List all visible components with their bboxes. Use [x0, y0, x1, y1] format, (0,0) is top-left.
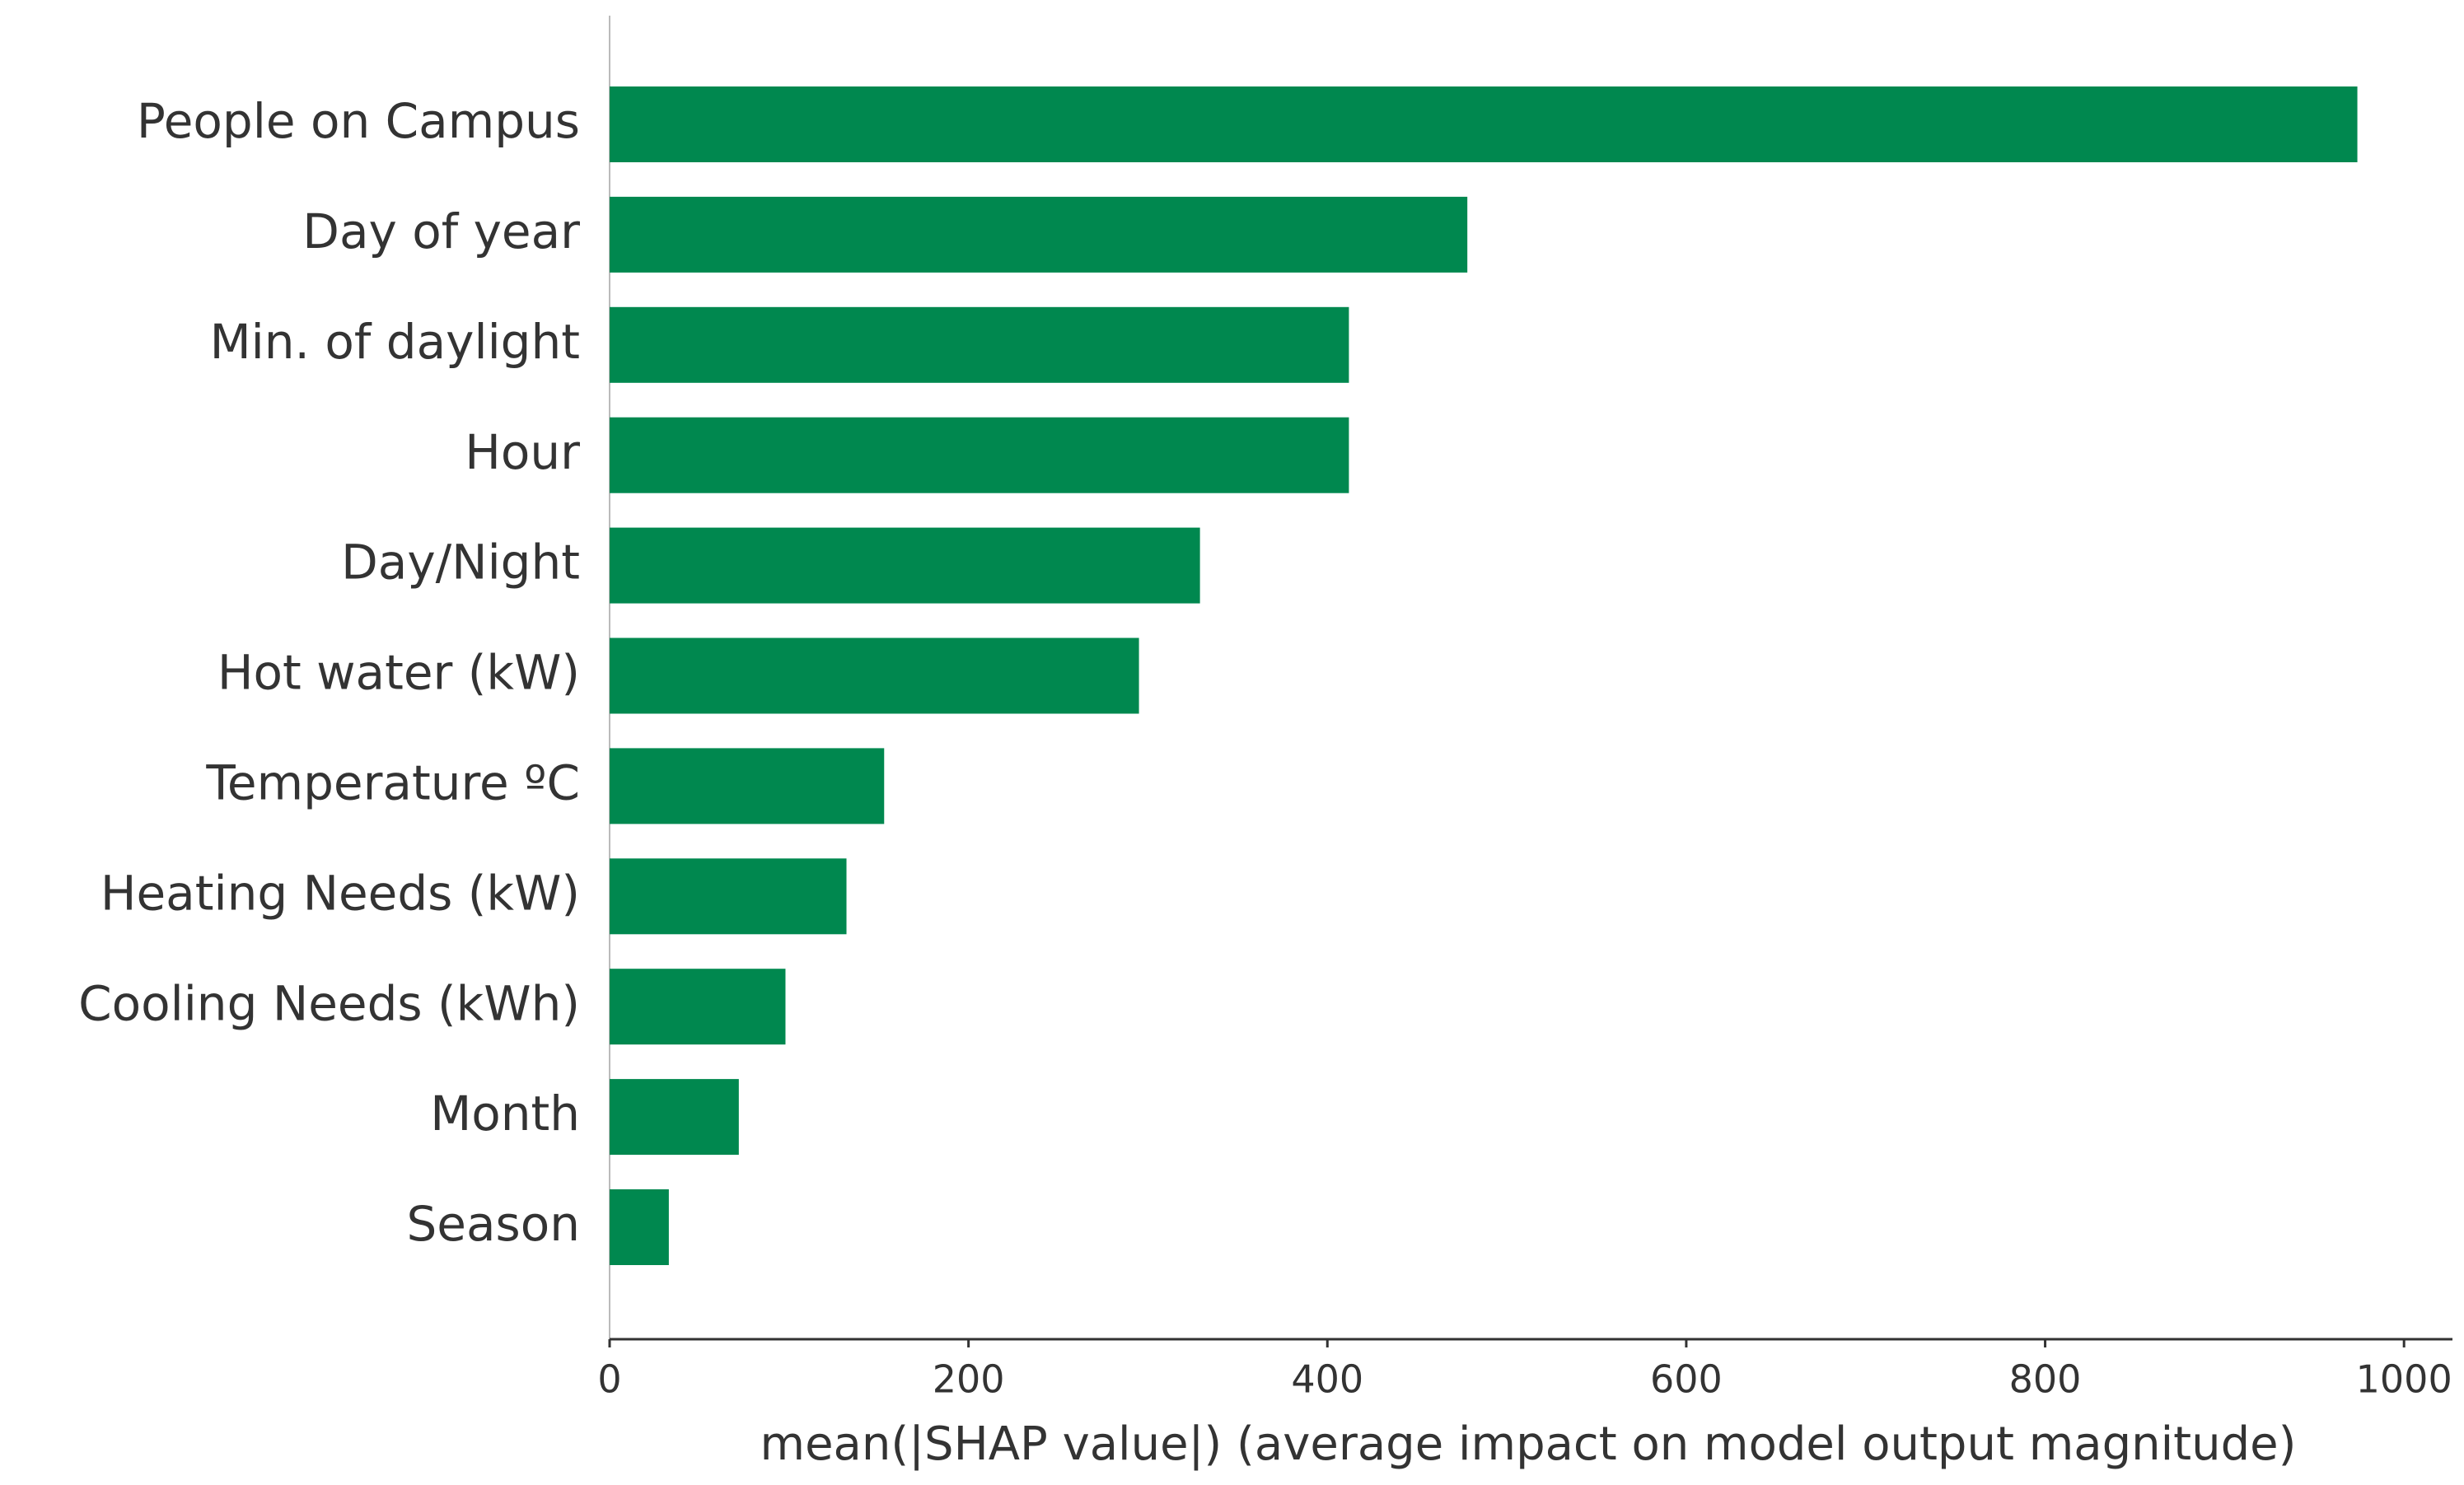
x-tick-label: 800 — [2009, 1357, 2082, 1402]
x-tick-label: 1000 — [2356, 1357, 2452, 1402]
y-tick-label: People on Campus — [137, 93, 580, 149]
bar — [610, 748, 885, 824]
y-tick-label: Day of year — [302, 203, 580, 259]
y-tick-label: Day/Night — [341, 535, 580, 591]
x-tick-label: 600 — [1650, 1357, 1723, 1402]
y-tick-label: Hot water (kW) — [217, 645, 580, 701]
x-tick-label: 400 — [1291, 1357, 1363, 1402]
y-tick-label: Season — [406, 1196, 580, 1252]
bar — [610, 527, 1200, 604]
bar — [610, 417, 1349, 493]
bar — [610, 858, 847, 935]
bar — [610, 969, 786, 1045]
bar — [610, 196, 1468, 273]
y-tick-label: Temperature ºC — [205, 755, 580, 811]
x-tick-label: 200 — [933, 1357, 1005, 1402]
y-tick-label: Hour — [465, 424, 580, 480]
y-tick-label: Month — [430, 1086, 580, 1142]
bar — [610, 1189, 669, 1265]
bar — [610, 637, 1139, 714]
bar — [610, 1079, 739, 1156]
y-tick-label: Heating Needs (kW) — [101, 865, 580, 921]
bar — [610, 306, 1349, 383]
y-tick-label: Min. of daylight — [210, 314, 580, 370]
x-tick-label: 0 — [597, 1357, 621, 1402]
x-axis-label: mean(|SHAP value|) (average impact on mo… — [760, 1417, 2297, 1471]
y-tick-label: Cooling Needs (kWh) — [78, 975, 580, 1031]
bar — [610, 86, 2358, 162]
